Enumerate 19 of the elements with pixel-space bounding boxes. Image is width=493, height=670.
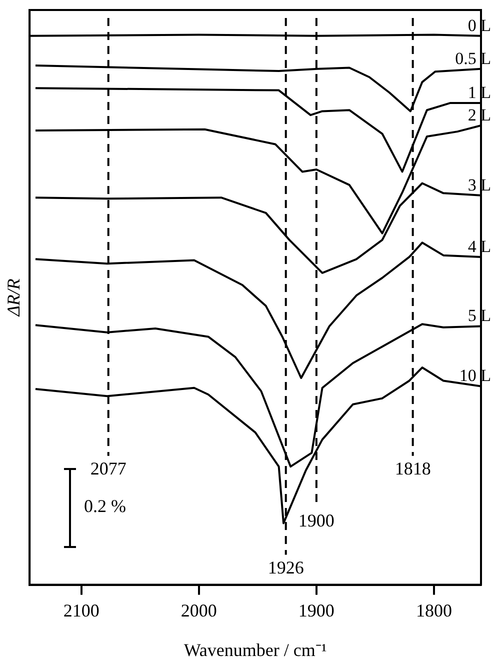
series-label: 0 L: [468, 16, 491, 35]
annotation: 0.2 %: [84, 496, 126, 517]
x-tick-label: 2100: [63, 600, 100, 620]
ref-line-label: 1926: [268, 557, 304, 578]
x-tick-label: 2000: [180, 600, 217, 620]
series-label: 3 L: [468, 175, 491, 194]
series-label: 0.5 L: [455, 48, 491, 68]
x-tick-label: 1800: [416, 600, 452, 620]
series-label: 1 L: [468, 82, 491, 102]
ref-line-label: 1818: [394, 458, 431, 479]
x-axis-title: Wavenumber / cm⁻¹: [184, 640, 327, 660]
ref-line-label: 2077: [90, 458, 126, 479]
y-axis-title: ΔR/R: [4, 278, 24, 318]
x-tick-label: 1900: [298, 600, 334, 620]
series-label: 5 L: [468, 306, 491, 326]
series-label: 10 L: [459, 366, 491, 386]
series-label: 2 L: [468, 105, 491, 124]
ref-line-label: 1900: [298, 510, 334, 530]
series-label: 4 L: [468, 236, 491, 256]
